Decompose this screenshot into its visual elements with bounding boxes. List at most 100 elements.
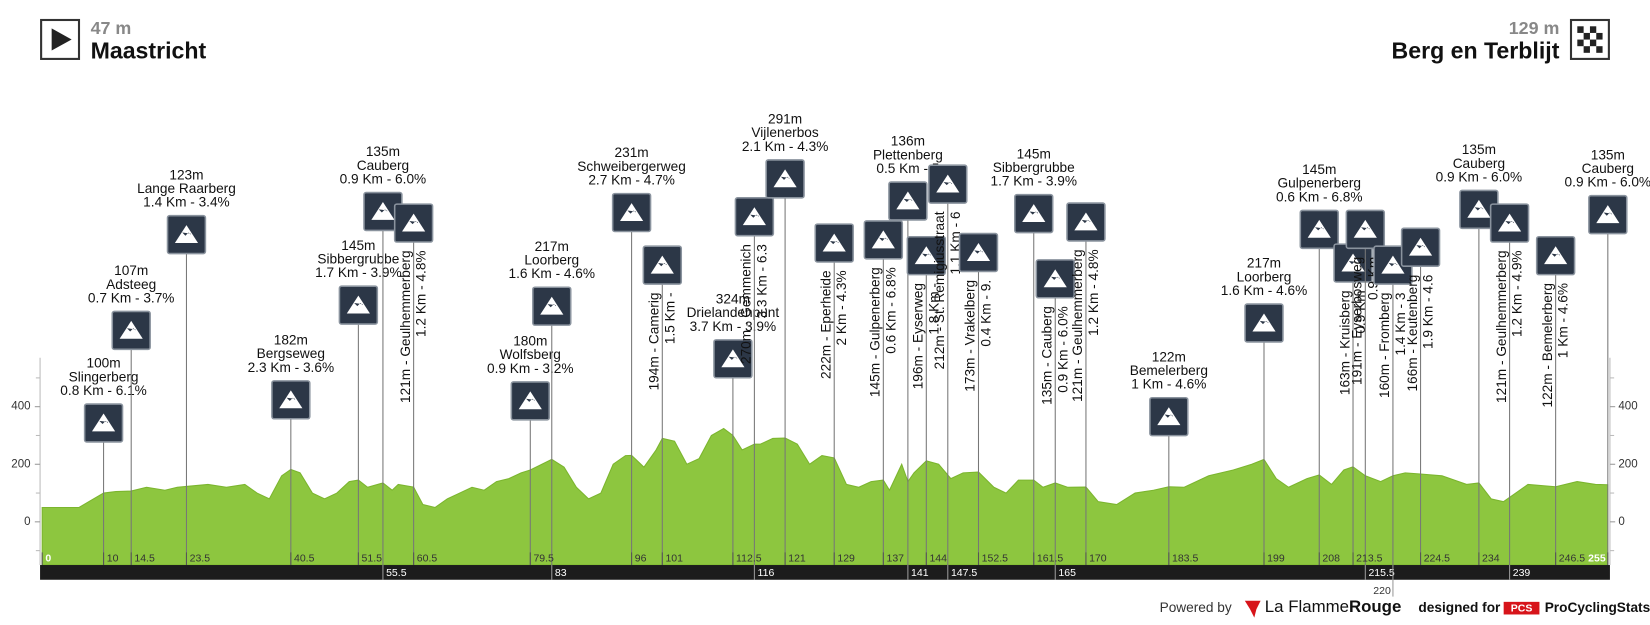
climb-detail: 3.3 Km - 6.3 — [754, 244, 769, 318]
climb-icon-snow — [1315, 227, 1324, 231]
x-tick-label: 60.5 — [417, 552, 438, 564]
climb-name: Vijlenerbos — [751, 125, 818, 140]
x-tick-label: 183.5 — [1172, 552, 1198, 564]
climb-detail: 1.2 Km - 4.9% — [1510, 250, 1525, 337]
finish-name: Berg en Terblijt — [1392, 38, 1560, 64]
x-tick-label: 40.5 — [294, 552, 315, 564]
climb-icon — [814, 223, 854, 263]
climb-label: 107m — [114, 263, 148, 278]
x-tick-label: 0 — [45, 552, 51, 564]
climb-name: Drielandenpunt — [687, 305, 780, 320]
climb-name: Sibbergrubbe — [993, 160, 1075, 175]
climb-label: 100m — [86, 356, 120, 371]
y-tick-label: 200 — [1618, 458, 1637, 470]
x-tick-label: 170 — [1089, 552, 1107, 564]
climb-detail: 2.7 Km - 4.7% — [588, 173, 675, 188]
climb-icon-snow — [1348, 260, 1358, 265]
climb-label: 212m - St. Remigiusstraat — [932, 211, 947, 369]
flamme-logo — [1244, 600, 1261, 618]
climb-name: Cauberg — [357, 158, 409, 173]
climb-name: Bemelerberg — [1130, 363, 1208, 378]
climb-name: Adsteeg — [106, 277, 156, 292]
climb-icon-snow — [750, 214, 759, 218]
climb-icon-snow — [1081, 219, 1091, 224]
climb-icon-snow — [627, 210, 636, 214]
x-tick-label: 213.5 — [1356, 552, 1382, 564]
checker-square — [1589, 39, 1597, 47]
climb-label: 217m — [535, 239, 569, 254]
climb-icon-snow — [99, 420, 108, 425]
x-tick-label: 101 — [665, 552, 683, 564]
x-tick-label: 79.5 — [533, 552, 554, 564]
climb-label: 160m - Fromberg — [1377, 293, 1392, 399]
climb-name: Slingerberg — [69, 369, 139, 384]
start-elevation: 47 m — [91, 18, 132, 38]
x-tick-bar-label: 147.5 — [951, 567, 977, 579]
x-tick-bar-label: 83 — [555, 567, 567, 579]
climb-name: Bergseweg — [257, 346, 325, 361]
climb-icon-snow — [409, 220, 418, 225]
climb-icon-snow — [830, 240, 839, 245]
climb-name: Wolfsberg — [500, 347, 561, 362]
climb-icon-snow — [1416, 245, 1425, 249]
climb-icon — [510, 381, 551, 421]
climb-detail: 0.9 Km — [1353, 290, 1368, 333]
x-tick-bar-label: 141 — [911, 567, 929, 579]
checkered-flag — [1577, 26, 1603, 53]
checker-square — [1596, 46, 1603, 53]
climb-detail: 1.4 Km - 3 — [1393, 293, 1408, 356]
climb-icon — [393, 203, 434, 243]
climb-detail: 0.5 Km - 5 — [876, 161, 939, 176]
climb-detail: 0.9 Km - 6.0% — [1436, 169, 1523, 184]
climb-icon — [363, 191, 403, 232]
climb-detail: 2.3 Km - 3.6% — [248, 360, 335, 375]
climb-detail: 0.8 Km - 6.1% — [60, 383, 147, 398]
climb-label: 135m — [1462, 142, 1496, 157]
climb-label: 145m — [1017, 146, 1051, 161]
climb-icon-snow — [1603, 212, 1613, 216]
climb-label: 121m - Geulhemmerberg — [1494, 250, 1509, 403]
climb-detail: 0.7 Km - 3.7% — [88, 290, 175, 305]
y-tick-label: 200 — [11, 458, 30, 470]
climb-label: 123m — [169, 167, 203, 182]
climb-icon — [1014, 193, 1054, 234]
climb-name: Schweibergerweg — [577, 159, 686, 174]
climb-name: Loorberg — [1237, 269, 1292, 284]
climb-detail: 0.9 Km - 6.0% — [1565, 175, 1650, 190]
x-tick-label: 152.5 — [982, 552, 1008, 564]
climb-detail: 3.7 Km - 3.9% — [690, 319, 777, 334]
climb-icon — [271, 380, 311, 420]
start-name: Maastricht — [91, 38, 207, 64]
climb-name: Gulpenerberg — [1277, 176, 1361, 191]
climb-icon — [611, 192, 652, 233]
climb-icon-snow — [1551, 253, 1560, 257]
play-triangle — [51, 28, 72, 51]
climb-icon — [713, 339, 753, 379]
climb-label: 222m - Eperheide — [818, 270, 833, 379]
climb-icon — [1066, 202, 1106, 242]
x-tick-bar-label: 165 — [1058, 567, 1076, 579]
climb-name: Cauberg — [1453, 156, 1505, 171]
start-icon — [40, 18, 81, 60]
climb-label: 270m - Gemmenich — [739, 244, 754, 364]
climb-label: 121m - Geulhemmerberg — [1070, 249, 1085, 402]
climb-icon — [1400, 227, 1441, 267]
climb-icon — [338, 285, 379, 325]
climb-detail: 0.6 Km - 6.8% — [883, 267, 898, 354]
climb-detail: 0.4 Km - 9. — [979, 280, 994, 347]
climb-icon — [532, 286, 572, 326]
climb-detail: 2 Km - 4.3% — [834, 270, 849, 345]
x-tick-label: 161.5 — [1037, 552, 1063, 564]
climb-icon-snow — [879, 237, 888, 241]
climb-icon-snow — [526, 398, 535, 402]
x-tick-label: 14.5 — [134, 552, 155, 564]
climb-label: 135m — [1591, 147, 1625, 162]
climb-icon — [1299, 209, 1339, 250]
climb-detail: 1.9 Km - 4.6 — [1421, 275, 1436, 349]
x-tick-label: 121 — [788, 552, 806, 564]
x-tick-below-label: 220 — [1373, 585, 1391, 597]
climb-detail: 1.7 Km - 3.9% — [315, 265, 402, 280]
x-tick-label: 23.5 — [190, 552, 211, 564]
powered-by: Powered by — [1160, 600, 1232, 615]
climb-label: 135m - Cauberg — [1039, 306, 1054, 405]
